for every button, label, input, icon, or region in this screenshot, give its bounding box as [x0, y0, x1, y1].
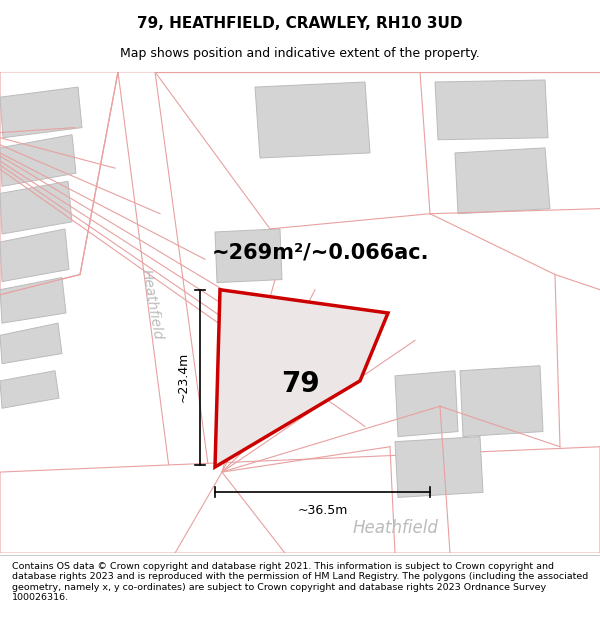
- Polygon shape: [0, 371, 59, 408]
- Polygon shape: [0, 181, 72, 234]
- Text: Heathfield: Heathfield: [139, 269, 165, 341]
- Polygon shape: [460, 366, 543, 437]
- Polygon shape: [455, 148, 550, 214]
- Polygon shape: [0, 323, 62, 364]
- Text: 79, HEATHFIELD, CRAWLEY, RH10 3UD: 79, HEATHFIELD, CRAWLEY, RH10 3UD: [137, 16, 463, 31]
- Polygon shape: [118, 72, 220, 553]
- Polygon shape: [215, 229, 282, 282]
- Polygon shape: [0, 135, 76, 186]
- Text: ~23.4m: ~23.4m: [176, 352, 190, 402]
- Polygon shape: [395, 371, 458, 437]
- Text: Map shows position and indicative extent of the property.: Map shows position and indicative extent…: [120, 48, 480, 61]
- Polygon shape: [255, 82, 370, 158]
- Text: Heathfield: Heathfield: [352, 519, 438, 537]
- Text: Contains OS data © Crown copyright and database right 2021. This information is : Contains OS data © Crown copyright and d…: [12, 562, 588, 602]
- Polygon shape: [0, 87, 82, 138]
- Polygon shape: [215, 290, 388, 467]
- Polygon shape: [395, 437, 483, 498]
- Polygon shape: [0, 278, 66, 323]
- Polygon shape: [0, 447, 600, 553]
- Text: ~36.5m: ~36.5m: [298, 504, 347, 517]
- Polygon shape: [435, 80, 548, 140]
- Polygon shape: [0, 229, 69, 282]
- Text: ~269m²/~0.066ac.: ~269m²/~0.066ac.: [211, 242, 429, 262]
- Text: 79: 79: [281, 370, 319, 398]
- Polygon shape: [0, 72, 118, 295]
